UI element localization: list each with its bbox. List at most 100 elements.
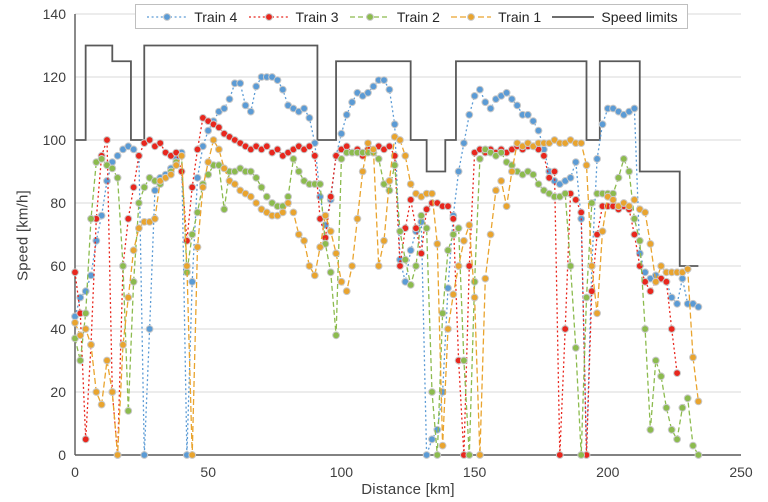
y-tick-label-100: 100 [43,132,67,148]
marker-train-2 [657,372,665,381]
marker-train-2 [428,388,436,396]
marker-train-2 [683,394,692,403]
marker-train-1 [97,400,106,409]
marker-train-2 [316,180,325,189]
x-axis-title: Distance [km] [361,481,455,498]
marker-train-2 [646,425,655,434]
marker-train-2 [566,262,575,270]
marker-train-3 [145,136,154,144]
marker-train-1 [284,199,293,207]
marker-train-3 [667,325,676,333]
marker-train-1 [481,274,490,283]
marker-train-3 [188,183,197,192]
marker-train-4 [444,284,452,293]
marker-train-1 [172,161,181,170]
marker-train-1 [577,139,586,148]
marker-train-2 [508,161,516,170]
marker-train-2 [465,451,474,459]
marker-train-1 [220,164,229,173]
marker-train-4 [502,88,511,97]
marker-train-2 [289,155,298,163]
marker-train-4 [678,274,687,283]
marker-train-4 [598,120,607,129]
marker-train-4 [593,155,601,163]
marker-train-2 [374,155,383,163]
marker-train-3 [577,208,586,217]
marker-train-4 [465,110,474,119]
series-line-train-1 [74,135,700,456]
marker-train-4 [390,120,399,129]
marker-train-1 [364,139,372,148]
marker-train-4 [486,104,495,113]
marker-train-4 [246,107,255,116]
marker-train-4 [369,82,378,91]
marker-train-3 [135,151,143,160]
marker-train-3 [550,167,559,176]
marker-train-4 [571,158,580,167]
marker-train-2 [619,155,628,163]
marker-train-2 [534,180,543,189]
marker-train-3 [396,262,404,270]
marker-train-3 [81,435,90,444]
marker-train-1 [374,262,383,270]
y-tick-label-40: 40 [50,321,66,337]
marker-train-1 [305,262,314,270]
marker-train-1 [151,214,159,223]
legend-item-train1: Train 1 [449,9,541,25]
marker-train-4 [193,173,202,182]
marker-train-1 [230,180,239,189]
marker-train-3 [71,268,79,277]
marker-train-2 [140,183,149,192]
y-tick-label-140: 140 [43,6,67,22]
marker-train-1 [289,208,298,217]
marker-train-1 [167,170,175,179]
marker-train-3 [183,236,191,245]
legend-item-train3: Train 3 [247,9,339,25]
marker-train-3 [305,142,314,151]
marker-train-1 [332,249,341,258]
marker-train-2 [689,441,697,450]
marker-train-4 [278,85,287,94]
marker-train-1 [401,151,410,160]
marker-train-1 [310,271,319,280]
marker-train-3 [310,151,319,160]
marker-train-1 [316,243,325,252]
marker-train-1 [209,136,218,144]
marker-train-3 [646,287,655,296]
marker-train-2 [422,224,431,233]
marker-train-4 [92,236,101,245]
marker-train-1 [129,246,138,255]
marker-train-1 [369,145,378,154]
series-line-train-2 [74,148,699,456]
marker-train-4 [454,167,463,176]
marker-train-1 [465,221,474,230]
marker-train-1 [497,177,506,185]
y-tick-label-120: 120 [43,69,67,85]
marker-train-1 [396,136,404,144]
x-tick-label-150: 150 [463,464,487,480]
marker-train-2 [433,451,442,459]
marker-train-4 [145,325,154,333]
marker-train-3 [635,262,644,270]
marker-train-2 [667,425,676,434]
marker-train-1 [470,293,479,302]
legend-label-train2: Train 2 [396,8,440,25]
legend-swatch-train1-icon [451,12,492,21]
legend-swatch-train3-icon [248,12,289,21]
marker-train-2 [332,331,341,340]
marker-train-4 [534,126,543,135]
y-tick-label-20: 20 [50,384,66,400]
marker-train-4 [81,287,90,296]
marker-train-2 [651,356,660,365]
y-tick-label-80: 80 [50,195,66,211]
marker-train-2 [326,268,335,277]
marker-train-4 [641,268,649,277]
marker-train-3 [417,249,426,258]
legend-swatch-speed-limits-icon [552,15,595,18]
marker-train-2 [252,173,261,182]
marker-train-2 [385,186,394,195]
marker-train-1 [326,227,335,236]
marker-train-2 [406,281,415,289]
marker-train-4 [337,129,346,138]
marker-train-1 [630,195,639,204]
